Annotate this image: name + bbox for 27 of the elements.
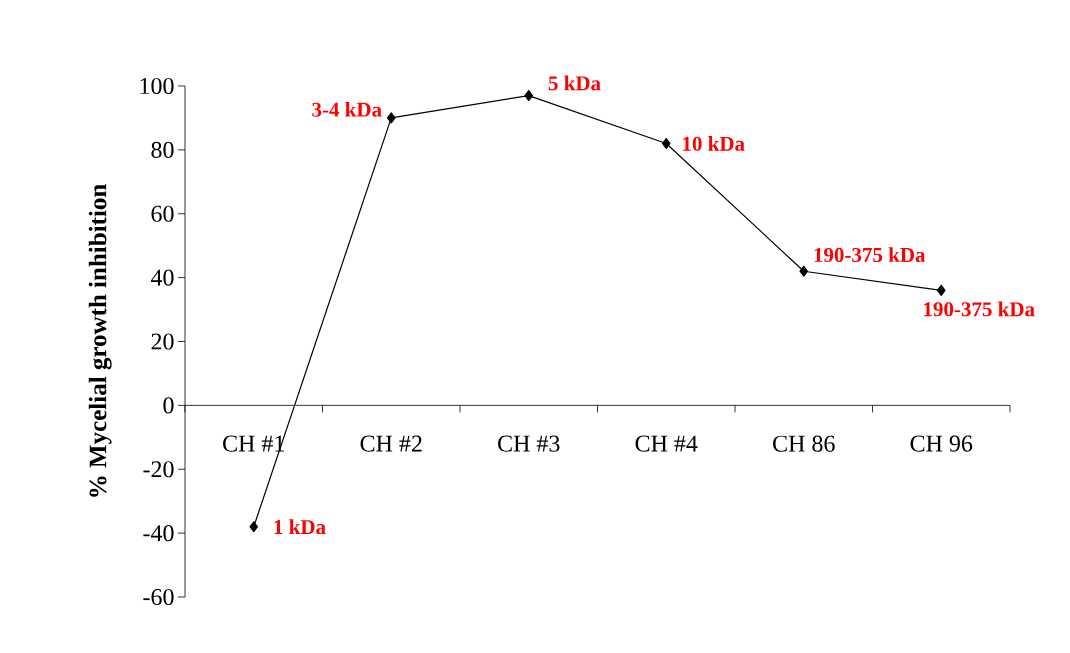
y-tick-label: 0 (163, 397, 174, 414)
y-tick-label: 100 (140, 77, 174, 95)
annotation: 1 kDa (274, 519, 326, 535)
y-tick-label: 60 (151, 205, 174, 222)
point (799, 265, 809, 277)
x-tick-label: CH #4 (635, 435, 698, 452)
annotation: 5 kDa (548, 75, 601, 91)
y-tick-label: -60 (143, 588, 174, 606)
point (524, 89, 534, 102)
y-tick-label: 20 (151, 333, 174, 350)
y-tick-label: 80 (151, 141, 174, 158)
annotation: 190-375 kDa (814, 247, 926, 263)
y-tick-label: -40 (143, 525, 174, 542)
point (249, 521, 259, 533)
annotation: 10 kDa (683, 136, 745, 151)
point (661, 137, 671, 150)
annotation: 3-4 kDa (312, 101, 382, 117)
annotation: 190-375 kDa (924, 301, 1035, 317)
y-tick-label: -20 (143, 461, 174, 478)
point (936, 284, 946, 296)
x-tick-label: CH #3 (498, 435, 560, 452)
x-tick-label: CH 96 (910, 435, 973, 452)
x-tick-label: CH #2 (360, 435, 422, 452)
point (386, 112, 396, 124)
y-tick-label: 40 (150, 269, 174, 286)
x-tick-label: CH 86 (773, 435, 835, 452)
y-axis-title: % Mycelial growth inhibition (88, 184, 112, 497)
